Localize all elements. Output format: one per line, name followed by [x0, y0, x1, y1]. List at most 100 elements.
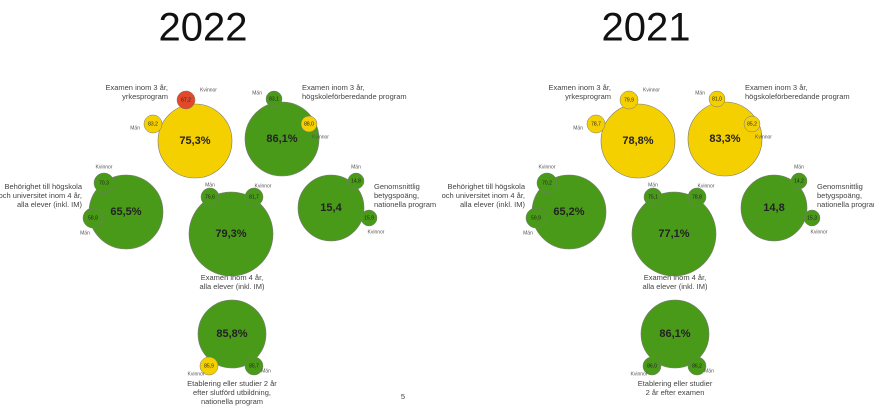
- small-name: Män: [205, 182, 215, 188]
- bubble-label: yrkesprogram: [565, 92, 611, 101]
- bubble: [188, 191, 274, 277]
- small-value: 70,2: [542, 180, 552, 186]
- bubble-label: alla elever (inkl. IM): [17, 200, 83, 209]
- small-bubble: [347, 172, 365, 190]
- bubble-label: och universitet inom 4 år,: [0, 191, 82, 200]
- small-name: Män: [252, 90, 262, 96]
- small-bubble: [176, 90, 196, 110]
- small-bubble: [244, 356, 264, 376]
- bubble-label: Behörighet till högskola: [4, 182, 82, 191]
- small-value: 58,8: [88, 215, 98, 221]
- small-value: 75,1: [648, 194, 658, 200]
- bubble: [740, 174, 808, 242]
- bubble-label: Examen inom 3 år,: [548, 83, 611, 92]
- bubble-value: 83,3%: [709, 133, 740, 145]
- bubble-label: högskoleförberedande program: [302, 92, 407, 101]
- bubble-label: Etablering eller studier 2 år: [187, 379, 277, 388]
- bubble: [631, 191, 717, 277]
- small-value: 81,0: [712, 96, 722, 102]
- bubble: [640, 299, 710, 369]
- bubble-label: Behörighet till högskola: [447, 182, 525, 191]
- bubble-label: efter slutförd utbildning,: [193, 388, 271, 397]
- bubble-value: 65,5%: [110, 206, 141, 218]
- small-value: 86,2: [692, 363, 702, 369]
- bubble: [197, 299, 267, 369]
- bubble-value: 75,3%: [179, 135, 210, 147]
- small-name: Kvinnor: [811, 229, 828, 235]
- small-name: Män: [80, 230, 90, 236]
- bubble-label: Genomsnittlig: [817, 182, 863, 191]
- bubble: [157, 103, 233, 179]
- bubble-label: Genomsnittlig: [374, 182, 420, 191]
- small-value: 67,2: [181, 97, 191, 103]
- small-bubble: [360, 209, 378, 227]
- bubble-label: Etablering eller studier: [638, 379, 713, 388]
- small-name: Kvinnor: [755, 134, 772, 140]
- bubble-value: 14,8: [763, 202, 784, 214]
- bubble-label: yrkesprogram: [122, 92, 168, 101]
- bubble-label: alla elever (inkl. IM): [460, 200, 526, 209]
- small-name: Kvinnor: [312, 134, 329, 140]
- small-bubble: [536, 172, 558, 194]
- small-name: Män: [573, 125, 583, 131]
- small-name: Kvinnor: [96, 164, 113, 170]
- small-value: 78,7: [591, 121, 601, 127]
- small-value: 79,9: [624, 97, 634, 103]
- bubble-value: 65,2%: [553, 206, 584, 218]
- bubble-label: alla elever (inkl. IM): [642, 282, 708, 291]
- small-value: 14,8: [351, 178, 361, 184]
- small-name: Kvinnor: [188, 371, 205, 377]
- bubble-value: 79,3%: [215, 228, 246, 240]
- bubble-label: alla elever (inkl. IM): [199, 282, 265, 291]
- small-bubble: [708, 90, 726, 108]
- small-bubble: [619, 90, 639, 110]
- small-value: 88,0: [304, 121, 314, 127]
- bubble-label: Examen inom 4 år,: [201, 273, 264, 282]
- year-title: 2022: [159, 6, 248, 50]
- bubble-label: betygspoäng,: [817, 191, 862, 200]
- small-name: Kvinnor: [631, 371, 648, 377]
- small-bubble: [586, 114, 606, 134]
- small-bubble: [642, 356, 662, 376]
- small-bubble: [525, 207, 547, 229]
- small-bubble: [300, 115, 318, 133]
- small-value: 78,8: [692, 194, 702, 200]
- bubble: [297, 174, 365, 242]
- small-bubble: [143, 114, 163, 134]
- small-value: 86,0: [647, 363, 657, 369]
- small-bubble: [743, 115, 761, 133]
- small-value: 14,2: [794, 178, 804, 184]
- small-bubble: [790, 172, 808, 190]
- bubble-label: betygspoäng,: [374, 191, 419, 200]
- small-name: Män: [704, 368, 714, 374]
- small-name: Kvinnor: [539, 164, 556, 170]
- small-value: 59,9: [531, 215, 541, 221]
- bubble-label: Examen inom 3 år,: [302, 83, 365, 92]
- small-name: Kvinnor: [200, 87, 217, 93]
- page-number: 5: [401, 392, 405, 401]
- bubble-label: Examen inom 3 år,: [745, 83, 808, 92]
- small-bubble: [265, 90, 283, 108]
- small-name: Män: [695, 90, 705, 96]
- bubble-value: 15,4: [320, 202, 342, 214]
- small-value: 76,6: [205, 194, 215, 200]
- small-name: Män: [648, 182, 658, 188]
- bubble: [600, 103, 676, 179]
- small-name: Män: [523, 230, 533, 236]
- small-value: 85,9: [204, 363, 214, 369]
- bubble: [687, 101, 763, 177]
- small-bubble: [82, 207, 104, 229]
- small-value: 85,2: [747, 121, 757, 127]
- small-name: Män: [261, 368, 271, 374]
- small-value: 83,2: [148, 121, 158, 127]
- small-value: 81,7: [249, 194, 259, 200]
- small-value: 70,3: [99, 180, 109, 186]
- small-name: Kvinnor: [643, 87, 660, 93]
- small-bubble: [93, 172, 115, 194]
- bubble-value: 86,1%: [659, 328, 690, 340]
- small-value: 15,3: [807, 215, 817, 221]
- bubble-value: 77,1%: [658, 228, 689, 240]
- small-value: 15,9: [364, 215, 374, 221]
- bubble: [244, 101, 320, 177]
